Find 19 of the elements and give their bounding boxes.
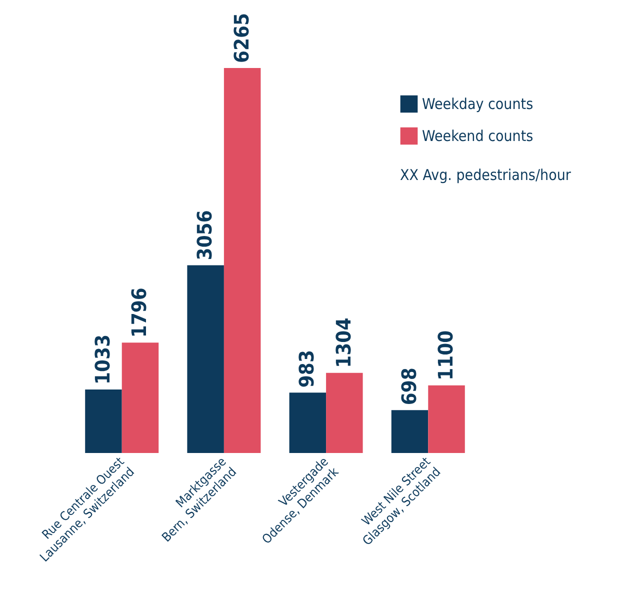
data-label: 6265 — [229, 12, 254, 63]
data-label: 3056 — [192, 210, 217, 260]
bar — [289, 392, 326, 453]
data-label: 1100 — [434, 330, 458, 380]
bar — [391, 410, 428, 453]
data-label: 1796 — [127, 288, 152, 338]
bar — [122, 342, 159, 453]
bar — [224, 68, 261, 453]
annotation: XX Avg. pedestrians/hour — [400, 166, 572, 184]
bar — [85, 390, 122, 453]
legend-label: Weekend counts — [422, 127, 534, 145]
bar — [326, 372, 363, 453]
data-label: 983 — [294, 350, 319, 388]
data-label: 698 — [396, 368, 421, 406]
legend-label: Weekday counts — [422, 95, 534, 113]
data-label: 1304 — [331, 318, 356, 368]
bar — [187, 265, 224, 453]
bar — [428, 385, 465, 453]
data-label: 1033 — [90, 334, 114, 385]
